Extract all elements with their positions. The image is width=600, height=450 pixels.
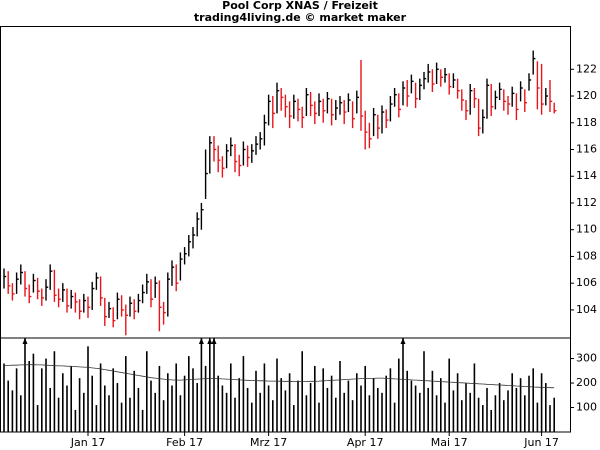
volume-overflow-arrow	[207, 338, 213, 344]
volume-overflow-arrow	[211, 338, 217, 344]
y-tick-label: 122	[576, 62, 597, 75]
volume-overflow-arrow	[400, 338, 406, 344]
chart-title: Pool Corp XNAS / Freizeit	[222, 0, 378, 12]
x-tick-label: Jan 17	[70, 436, 105, 449]
x-tick-label: Apr 17	[347, 436, 384, 449]
y-tick-label: 118	[576, 116, 597, 129]
volume-overflow-arrow	[22, 338, 28, 344]
price-frame	[0, 26, 571, 339]
y-tick-label: 200	[576, 376, 597, 389]
volume-group	[3, 338, 556, 432]
y-tick-label: 100	[576, 401, 597, 414]
x-tick-label: Feb 17	[166, 436, 203, 449]
x-tick-label: Mrz 17	[250, 436, 287, 449]
y-tick-label: 116	[576, 142, 597, 155]
y-tick-label: 120	[576, 89, 597, 102]
y-tick-label: 300	[576, 352, 597, 365]
chart-subtitle: trading4living.de © market maker	[194, 11, 407, 24]
y-tick-label: 108	[576, 249, 597, 262]
volume-overflow-arrow	[198, 338, 204, 344]
y-tick-label: 110	[576, 223, 597, 236]
x-tick-label: Jun 17	[523, 436, 559, 449]
volume-average-line	[4, 364, 555, 389]
y-tick-label: 114	[576, 169, 597, 182]
y-tick-label: 104	[576, 303, 597, 316]
x-tick-label: Mai 17	[431, 436, 468, 449]
y-tick-label: 112	[576, 196, 597, 209]
y-tick-label: 106	[576, 276, 597, 289]
